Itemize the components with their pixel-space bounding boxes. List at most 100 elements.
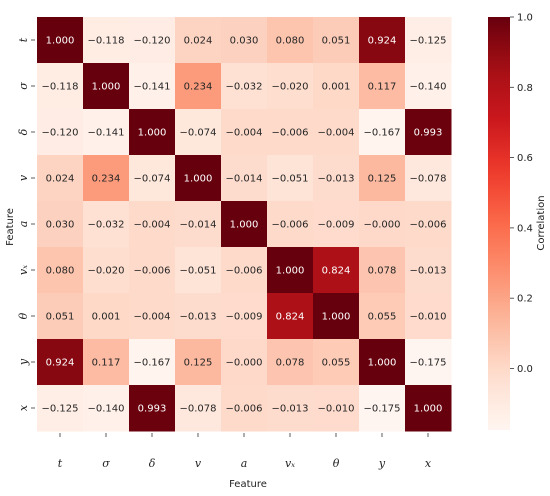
heatmap-cell — [359, 201, 406, 248]
cell-value-label: 1.000 — [138, 128, 167, 139]
y-axis-title: Feature — [5, 208, 16, 246]
cell-value-label: 0.924 — [368, 36, 397, 47]
cell-value-label: −0.175 — [363, 404, 400, 415]
colorbar — [488, 17, 510, 430]
cell-value-label: 0.001 — [322, 82, 351, 93]
heatmap-cell — [83, 385, 130, 432]
heatmap-cell — [83, 109, 130, 156]
heatmap-cell — [221, 17, 268, 64]
heatmap-cell — [359, 17, 406, 64]
cell-value-label: −0.167 — [133, 358, 170, 369]
heatmap-cell — [129, 339, 176, 386]
y-tick-label: v — [17, 174, 30, 181]
cell-value-label: −0.141 — [87, 128, 124, 139]
heatmap-cell — [221, 109, 268, 156]
heatmap-cell — [405, 339, 452, 386]
heatmap-cell — [359, 339, 406, 386]
cell-value-label: −0.020 — [271, 82, 308, 93]
heatmap-cell — [221, 293, 268, 340]
cell-value-label: 0.078 — [276, 358, 305, 369]
y-tick-label: a — [17, 221, 30, 228]
y-tick-label: σ — [17, 82, 30, 90]
cell-value-label: −0.006 — [225, 404, 262, 415]
heatmap-cell — [175, 293, 222, 340]
cell-value-label: 1.000 — [92, 82, 121, 93]
heatmap-cell — [359, 293, 406, 340]
heatmap-cell — [313, 201, 360, 248]
x-tick-label: a — [241, 457, 248, 470]
heatmap-cell — [83, 17, 130, 64]
cell-value-label: −0.000 — [363, 220, 400, 231]
cell-value-label: 0.001 — [92, 312, 121, 323]
cell-value-label: 0.924 — [46, 358, 75, 369]
heatmap-cell — [175, 17, 222, 64]
heatmap-cell — [221, 339, 268, 386]
cell-value-label: −0.120 — [41, 128, 78, 139]
heatmap-cell — [175, 109, 222, 156]
cell-value-label: 0.024 — [184, 36, 213, 47]
x-tick-label: δ — [149, 457, 156, 470]
cell-value-label: −0.000 — [225, 358, 262, 369]
heatmap-cell — [313, 385, 360, 432]
cell-value-label: 0.824 — [276, 312, 305, 323]
heatmap-cell — [267, 247, 314, 294]
cell-value-label: −0.013 — [317, 174, 354, 185]
cell-value-label: 0.234 — [92, 174, 121, 185]
cell-value-label: −0.009 — [317, 220, 354, 231]
heatmap-cell — [267, 109, 314, 156]
heatmap-cell — [37, 109, 84, 156]
cell-value-label: 0.030 — [46, 220, 75, 231]
cell-value-label: −0.004 — [133, 312, 170, 323]
cell-value-label: 0.051 — [322, 36, 351, 47]
heatmap-cell — [175, 201, 222, 248]
x-tick-label: x — [425, 457, 432, 470]
cell-value-label: 0.993 — [138, 404, 167, 415]
cell-value-label: −0.118 — [41, 82, 78, 93]
cell-value-label: −0.175 — [409, 358, 446, 369]
y-tick-label: vₓ — [17, 265, 30, 275]
heatmap-cell — [37, 247, 84, 294]
heatmap-cell — [129, 63, 176, 110]
cell-value-label: −0.032 — [87, 220, 124, 231]
cell-value-label: −0.118 — [87, 36, 124, 47]
cell-value-label: −0.006 — [271, 220, 308, 231]
colorbar-tick-label: 0.2 — [517, 294, 533, 305]
heatmap-cell — [129, 17, 176, 64]
cell-value-label: −0.014 — [179, 220, 216, 231]
heatmap-cell — [175, 385, 222, 432]
cell-value-label: −0.004 — [225, 128, 262, 139]
cell-value-label: 0.078 — [368, 266, 397, 277]
heatmap-cell — [37, 63, 84, 110]
heatmap-cell — [221, 63, 268, 110]
colorbar-label: Correlation — [536, 195, 547, 250]
cell-value-label: −0.032 — [225, 82, 262, 93]
x-tick-label: t — [58, 457, 63, 470]
cell-value-label: −0.051 — [271, 174, 308, 185]
heatmap-cell — [37, 293, 84, 340]
cell-value-label: 0.125 — [368, 174, 397, 185]
colorbar-tick-label: 0.4 — [517, 223, 533, 234]
heatmap-cell — [405, 293, 452, 340]
cell-value-label: −0.009 — [225, 312, 262, 323]
heatmap-cell — [37, 155, 84, 202]
heatmap-cell — [175, 247, 222, 294]
cell-value-label: 0.055 — [368, 312, 397, 323]
heatmap-cell — [267, 201, 314, 248]
x-tick-label: v — [195, 457, 202, 470]
x-tick-label: y — [378, 457, 386, 470]
heatmap-cell — [175, 63, 222, 110]
heatmap-cell — [175, 339, 222, 386]
cell-value-label: 1.000 — [414, 404, 443, 415]
heatmap-cell — [405, 17, 452, 64]
y-tick-label: δ — [17, 128, 30, 135]
cell-value-label: 1.000 — [368, 358, 397, 369]
cell-value-label: −0.125 — [41, 404, 78, 415]
heatmap-cell — [83, 339, 130, 386]
heatmap-cell — [313, 339, 360, 386]
cell-value-label: −0.014 — [225, 174, 262, 185]
heatmap-cell — [267, 155, 314, 202]
colorbar-tick-label: 1.0 — [517, 13, 533, 24]
heatmap-cell — [405, 201, 452, 248]
cell-value-label: −0.010 — [409, 312, 446, 323]
cell-value-label: 0.024 — [46, 174, 75, 185]
